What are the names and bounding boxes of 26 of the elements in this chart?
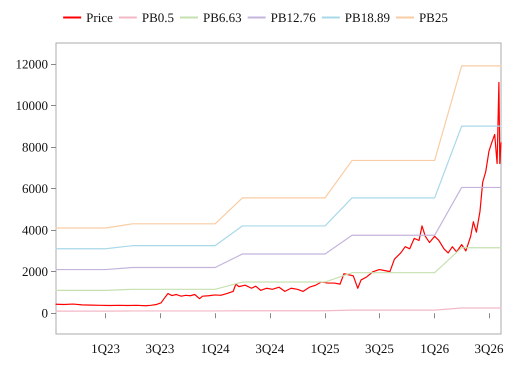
x-tick-label: 3Q24 — [255, 341, 285, 356]
y-tick-label: 10000 — [16, 98, 48, 113]
legend-label: PB25 — [418, 10, 448, 25]
y-tick-label: 2000 — [22, 264, 48, 280]
x-tick-label: 1Q23 — [91, 341, 120, 356]
legend-label: PB12.76 — [270, 10, 316, 25]
y-tick-label: 6000 — [22, 181, 48, 196]
legend-label: PB0.5 — [142, 10, 174, 25]
x-tick-label: 3Q25 — [364, 341, 394, 356]
line-series — [55, 126, 502, 250]
line-series — [55, 247, 502, 291]
x-tick-label: 3Q26 — [474, 341, 504, 356]
x-tick-label: 1Q26 — [420, 341, 450, 356]
y-tick-label: 4000 — [22, 222, 48, 238]
y-tick-label: 12000 — [16, 56, 48, 72]
y-tick-label: 8000 — [22, 139, 48, 154]
legend-label: PB6.63 — [203, 10, 242, 25]
legend-label: Price — [86, 10, 114, 25]
line-series — [55, 186, 502, 270]
x-tick-label: 1Q25 — [310, 341, 340, 356]
x-tick-label: 1Q24 — [200, 341, 230, 356]
x-tick-label: 3Q23 — [145, 341, 174, 356]
y-tick-label: 0 — [42, 306, 48, 321]
line-series — [55, 82, 502, 306]
line-series — [55, 65, 502, 229]
legend-label: PB18.89 — [344, 10, 390, 25]
